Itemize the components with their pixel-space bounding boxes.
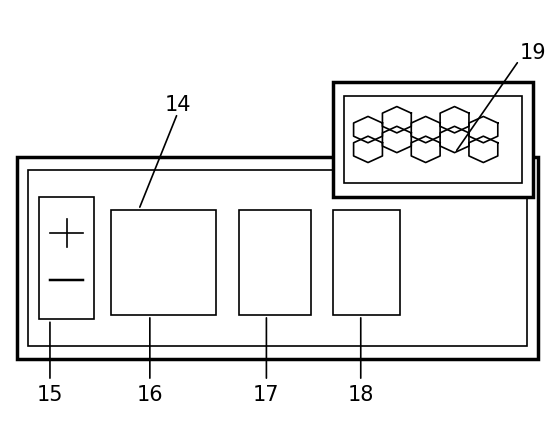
Bar [333,83,533,197]
Text: 16: 16 [137,384,163,404]
Bar [28,171,527,346]
Bar [111,210,216,315]
Bar [333,210,400,315]
Bar [239,210,311,315]
Text: 19: 19 [519,42,546,63]
Text: 14: 14 [164,95,191,115]
Text: 18: 18 [347,384,374,404]
Bar [17,158,538,359]
Bar [39,197,94,320]
Text: 15: 15 [37,384,63,404]
Bar [344,96,522,184]
Text: 17: 17 [253,384,280,404]
